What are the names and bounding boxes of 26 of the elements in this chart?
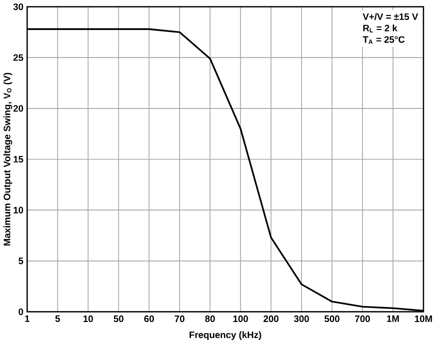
- annotation: T$_{A}$ = 25°C: [362, 36, 405, 44]
- annotation: V+/V = ±15 V: [362, 12, 418, 20]
- x-tick-label: 10: [84, 315, 93, 322]
- x-tick-label: 70: [174, 315, 184, 322]
- x-tick-label: 80: [205, 315, 215, 322]
- x-tick-label: 50: [114, 315, 124, 322]
- x-tick-label: 1M: [387, 315, 399, 322]
- x-tick-label: 60: [144, 315, 154, 322]
- x-tick-label: 100: [233, 315, 248, 322]
- x-tick-label: 1: [25, 315, 30, 322]
- y-tick-label: 15: [14, 156, 24, 162]
- x-tick-label: 5: [55, 315, 60, 322]
- y-tick-label: 10: [14, 206, 24, 214]
- y-axis-title: Maximum Output Voltage Swing, V$_{O}$ (V): [3, 72, 12, 246]
- y-tick-label: 30: [13, 3, 24, 10]
- x-tick-label: 10M: [414, 315, 432, 322]
- x-axis-title: Frequency (kHz): [190, 331, 262, 340]
- x-tick-label: 700: [355, 315, 370, 322]
- y-tick-label: 5: [18, 257, 24, 264]
- x-tick-label: 500: [324, 315, 340, 322]
- y-tick-label: 20: [13, 104, 24, 112]
- y-tick-label: 0: [18, 308, 24, 315]
- y-tick-label: 25: [13, 54, 24, 61]
- x-tick-label: 200: [264, 315, 278, 322]
- annotation: R$_{L}$ = 2 k: [363, 24, 398, 32]
- x-tick-label: 300: [294, 315, 309, 322]
